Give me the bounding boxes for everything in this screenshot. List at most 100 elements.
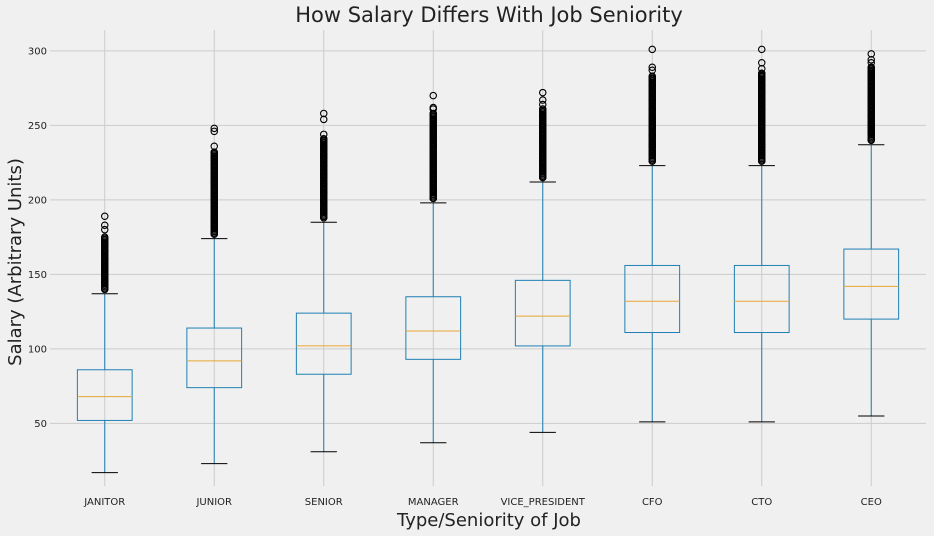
outlier-point bbox=[319, 143, 328, 152]
outlier-point bbox=[867, 75, 875, 83]
outlier-point bbox=[757, 45, 766, 54]
outlier-point bbox=[867, 93, 875, 101]
outlier-point bbox=[210, 222, 219, 231]
iqr-box bbox=[514, 279, 571, 347]
outlier-point bbox=[538, 121, 547, 130]
outlier-point bbox=[101, 225, 109, 234]
outlier-point bbox=[648, 45, 656, 54]
outlier-point bbox=[757, 123, 766, 131]
outlier-point bbox=[538, 173, 547, 182]
outlier-point bbox=[867, 84, 875, 92]
outlier-point bbox=[429, 151, 437, 159]
outlier-point bbox=[538, 88, 547, 97]
chart-title: How Salary Differs With Job Seniority bbox=[295, 3, 683, 27]
outlier-point bbox=[648, 123, 656, 131]
outlier-point bbox=[210, 127, 219, 136]
outlier-point bbox=[648, 114, 656, 122]
outlier-point bbox=[429, 169, 437, 177]
y-tick-label: 100 bbox=[28, 344, 47, 355]
outlier-point bbox=[538, 130, 547, 139]
box-group-janitor bbox=[76, 212, 133, 474]
outlier-point bbox=[867, 50, 875, 58]
outlier-point bbox=[867, 102, 875, 110]
outlier-point bbox=[429, 178, 437, 186]
outlier-point bbox=[757, 149, 766, 158]
outlier-point bbox=[210, 152, 219, 161]
outlier-point bbox=[648, 140, 656, 149]
outlier-point bbox=[101, 221, 109, 229]
y-tick-label: 200 bbox=[28, 195, 47, 206]
outlier-point bbox=[319, 179, 328, 188]
outlier-point bbox=[648, 149, 656, 158]
outlier-point bbox=[319, 135, 328, 143]
outlier-point bbox=[101, 285, 109, 294]
x-tick-label: MANAGER bbox=[408, 497, 459, 508]
outlier-point bbox=[867, 111, 875, 119]
outlier-point bbox=[210, 196, 219, 204]
iqr-box bbox=[76, 369, 133, 421]
outlier-point bbox=[101, 240, 109, 249]
x-tick-label: JANITOR bbox=[83, 497, 125, 508]
box-plot-marks bbox=[76, 45, 900, 474]
outlier-point bbox=[101, 233, 109, 241]
outlier-point bbox=[429, 103, 437, 112]
outlier-point bbox=[867, 59, 875, 67]
outlier-point bbox=[538, 96, 547, 104]
y-tick-label: 50 bbox=[34, 419, 47, 430]
outlier-point bbox=[648, 132, 656, 140]
box-group-junior bbox=[186, 124, 243, 465]
outlier-point bbox=[538, 112, 547, 121]
outlier-point bbox=[757, 96, 766, 104]
outlier-point bbox=[538, 139, 547, 148]
y-tick-label: 250 bbox=[28, 121, 47, 132]
outlier-point bbox=[429, 194, 437, 203]
outlier-point bbox=[319, 109, 328, 118]
outlier-point bbox=[648, 75, 656, 83]
outlier-point bbox=[210, 230, 219, 238]
outlier-point bbox=[101, 248, 109, 256]
box-group-ceo bbox=[843, 50, 900, 417]
iqr-box bbox=[733, 264, 790, 334]
outlier-point bbox=[101, 278, 109, 286]
y-tick-label: 150 bbox=[28, 270, 47, 281]
outlier-point bbox=[867, 136, 875, 145]
outlier-point bbox=[648, 157, 656, 165]
x-tick-label: VICE_PRESIDENT bbox=[501, 497, 586, 508]
outlier-point bbox=[429, 124, 437, 133]
outlier-point bbox=[757, 69, 766, 77]
outlier-point bbox=[867, 63, 875, 72]
x-tick-label: JUNIOR bbox=[195, 497, 232, 508]
outlier-point bbox=[319, 214, 328, 222]
outlier-point bbox=[867, 129, 875, 137]
x-tick-label: CEO bbox=[861, 497, 882, 508]
x-tick-label: SENIOR bbox=[305, 497, 343, 508]
outlier-point bbox=[648, 96, 656, 104]
outlier-point bbox=[429, 187, 437, 195]
outlier-point bbox=[757, 132, 766, 140]
outlier-point bbox=[429, 133, 437, 142]
outlier-point bbox=[101, 263, 109, 271]
outlier-point bbox=[429, 142, 437, 150]
outlier-point bbox=[757, 105, 766, 113]
outlier-point bbox=[538, 105, 547, 113]
outlier-point bbox=[538, 100, 547, 109]
outlier-point bbox=[319, 206, 328, 215]
outlier-point bbox=[210, 205, 219, 213]
outlier-point bbox=[101, 270, 109, 279]
outlier-point bbox=[757, 81, 766, 89]
iqr-box bbox=[186, 327, 243, 389]
outlier-point bbox=[538, 148, 547, 156]
outlier-point bbox=[319, 197, 328, 206]
outlier-point bbox=[210, 124, 219, 133]
x-tick-label: CTO bbox=[751, 497, 772, 508]
outlier-point bbox=[210, 187, 219, 195]
box-group-senior bbox=[295, 109, 352, 453]
outlier-point bbox=[101, 255, 109, 264]
outlier-point bbox=[319, 170, 328, 179]
tick-labels: 50 100 150 200 250 300 JANITOR JUNIOR SENIOR MANA… bbox=[28, 46, 882, 508]
outlier-point bbox=[319, 161, 328, 170]
box-group-cto bbox=[733, 45, 790, 423]
outlier-point bbox=[429, 160, 437, 168]
